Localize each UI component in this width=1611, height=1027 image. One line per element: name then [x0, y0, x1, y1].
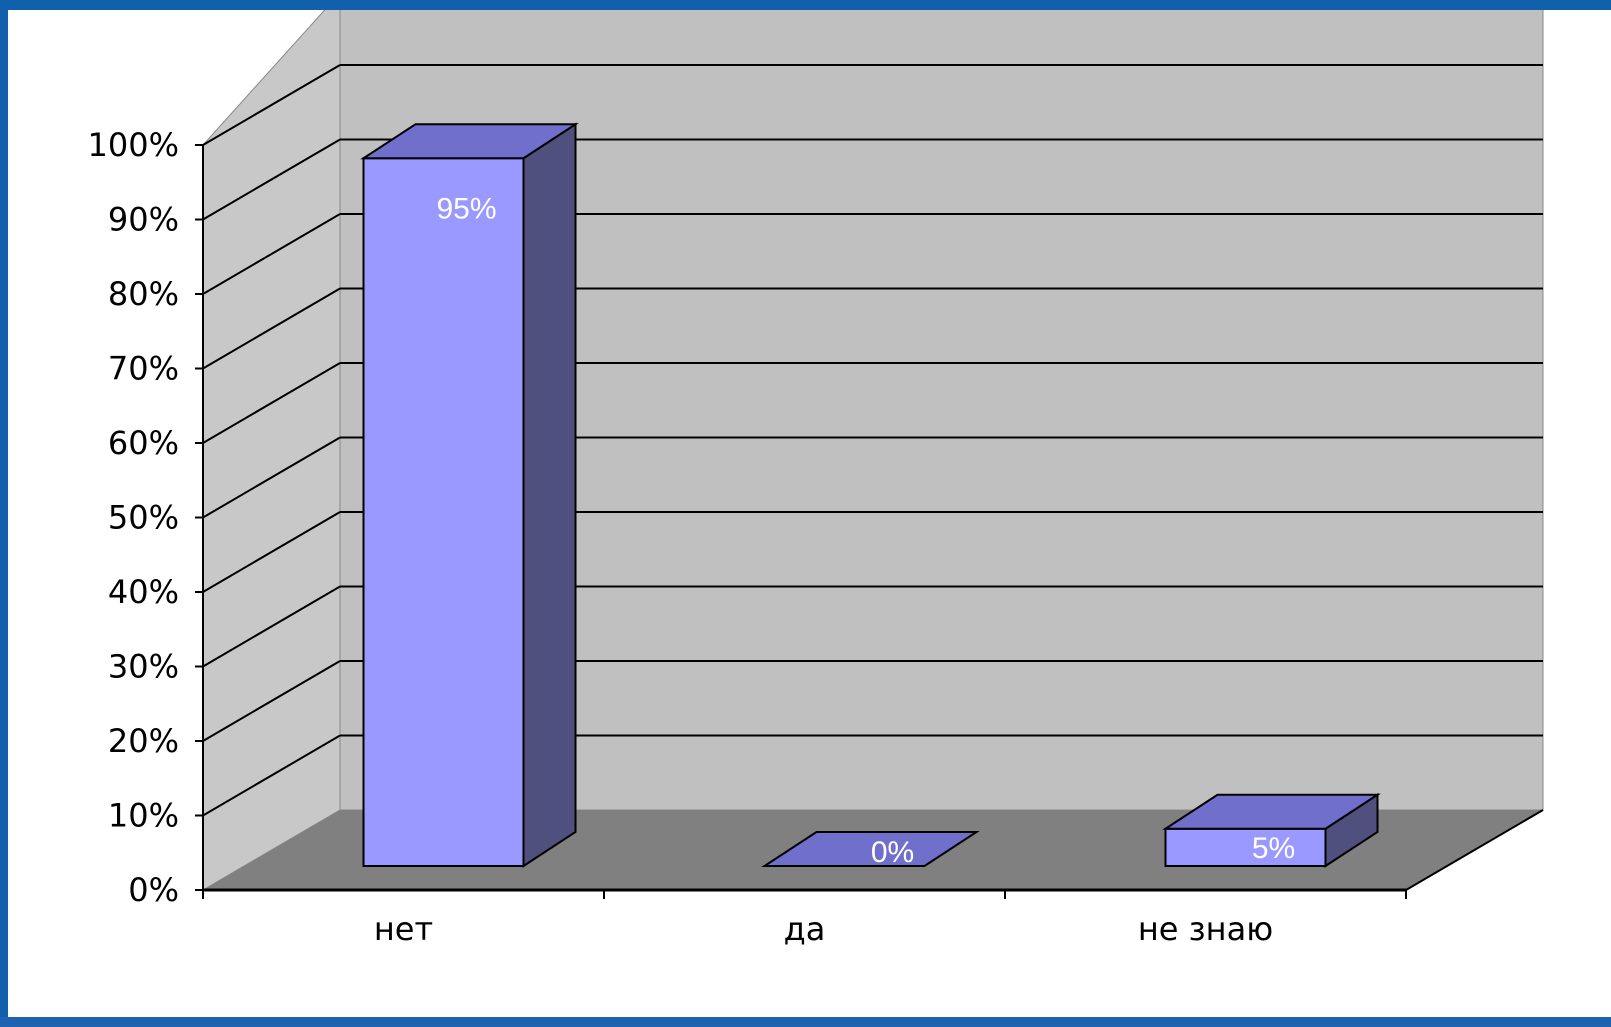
bar-top — [360, 123, 579, 160]
gridline-side — [202, 64, 341, 146]
y-tick-label: 90% — [108, 201, 179, 239]
x-category-label: нет — [374, 910, 433, 948]
gridline-side — [202, 213, 341, 295]
gridline-side — [202, 362, 341, 444]
gridline-side — [202, 585, 341, 668]
y-tick-label: 50% — [108, 499, 179, 537]
bar-front — [1164, 827, 1327, 867]
gridline-side — [202, 734, 341, 817]
y-tick-label: 80% — [108, 275, 179, 313]
x-category-label: да — [784, 910, 826, 948]
bar-side — [522, 122, 577, 868]
data-label: 5% — [1252, 832, 1295, 865]
data-label: 0% — [871, 836, 914, 869]
data-label: 95% — [436, 192, 496, 225]
gridline-side — [202, 287, 341, 370]
y-tick-label: 20% — [108, 722, 179, 760]
y-tick-label: 0% — [128, 871, 179, 909]
y-tick-label: 10% — [108, 797, 179, 835]
y-tick-label: 70% — [108, 350, 179, 388]
bar-chart: 0% 10% 20% 30% 40% 50% 60% 70% 80% 90% 100% 95% нет 0… — [88, 10, 1544, 948]
gridline-side — [202, 436, 341, 519]
gridline-side — [202, 511, 341, 593]
y-tick-label: 30% — [108, 648, 179, 686]
gridline-side — [202, 660, 341, 742]
y-tick-label: 100% — [88, 126, 179, 164]
y-tick-label: 40% — [108, 573, 179, 611]
floor-edge — [1405, 809, 1544, 891]
y-tick-label: 60% — [108, 424, 179, 462]
bar-top — [1162, 793, 1381, 830]
x-category-label: не знаю — [1138, 910, 1273, 948]
bar-front — [362, 157, 525, 867]
gridline-side — [202, 138, 341, 221]
bar-top — [761, 831, 980, 867]
